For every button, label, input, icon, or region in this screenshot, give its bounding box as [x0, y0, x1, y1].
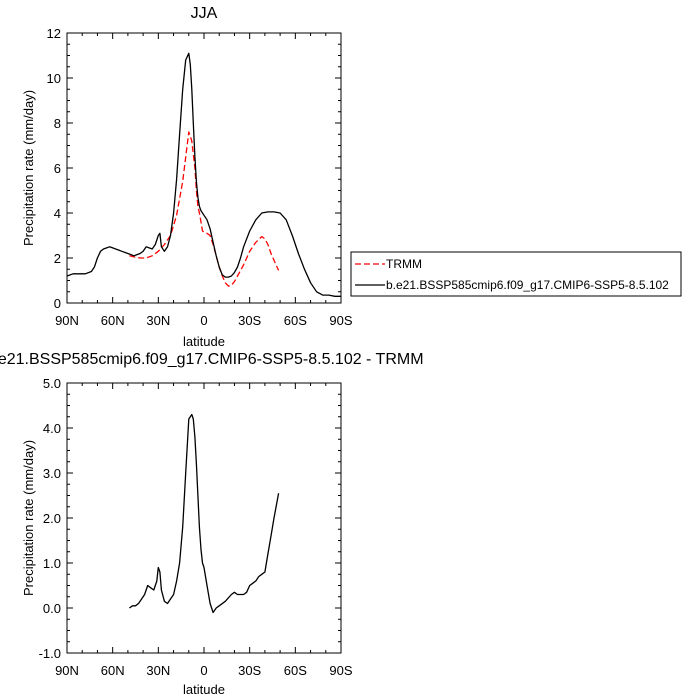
y-tick-label: 4.0	[43, 421, 61, 436]
series-line-difference	[129, 413, 280, 614]
y-tick-label: 10	[47, 71, 61, 86]
legend-entry-model: b.e21.BSSP585cmip6.f09_g17.CMIP6-SSP5-8.…	[386, 278, 669, 292]
panel-bottom: b.e21.BSSP585cmip6.f09_g17.CMIP6-SSP5-8.…	[0, 351, 424, 697]
x-tick-label: 90S	[329, 663, 352, 678]
plot-frame	[66, 382, 342, 654]
x-tick-label: 30N	[146, 313, 170, 328]
series-group	[66, 52, 341, 297]
legend: TRMM b.e21.BSSP585cmip6.f09_g17.CMIP6-SS…	[350, 251, 682, 297]
y-tick-label: 2.0	[43, 511, 61, 526]
x-tick-label: 90N	[55, 663, 79, 678]
x-axis-label: latitude	[183, 334, 225, 349]
y-axis: -1.0 0.0 1.0 2.0 3.0 4.0 5.0	[39, 376, 341, 661]
y-axis: 0 2 4 6 8 10 12	[47, 26, 341, 311]
x-tick-label: 0	[200, 663, 207, 678]
chart-title: JJA	[191, 5, 218, 22]
x-tick-label: 60N	[101, 663, 125, 678]
x-tick-label: 90N	[55, 313, 79, 328]
plot-frame	[66, 32, 342, 304]
x-axis: 90N 60N 30N 0 30S 60S 90S	[55, 383, 353, 678]
panel-top: JJA 0 2 4 6 8 10 12 90N 60N 30N 0 30S 60S 90S latitu…	[21, 5, 682, 349]
legend-box	[350, 251, 682, 297]
y-axis-label: Precipitation rate (mm/day)	[21, 440, 36, 596]
series-line-trmm	[129, 131, 280, 287]
y-tick-label: 2	[54, 251, 61, 266]
y-tick-label: 3.0	[43, 466, 61, 481]
series-group	[129, 413, 280, 614]
x-tick-label: 30S	[238, 313, 261, 328]
chart-title: b.e21.BSSP585cmip6.f09_g17.CMIP6-SSP5-8.…	[0, 351, 424, 368]
x-axis: 90N 60N 30N 0 30S 60S 90S	[55, 33, 353, 328]
x-axis-label: latitude	[183, 682, 225, 697]
x-tick-label: 60N	[101, 313, 125, 328]
y-tick-label: 12	[47, 26, 61, 41]
x-tick-label: 60S	[284, 313, 307, 328]
y-tick-label: 1.0	[43, 556, 61, 571]
y-tick-label: 4	[54, 206, 61, 221]
legend-entry-trmm: TRMM	[386, 257, 422, 271]
y-tick-label: -1.0	[39, 646, 61, 661]
x-tick-label: 90S	[329, 313, 352, 328]
y-tick-label: 8	[54, 116, 61, 131]
y-tick-label: 0	[54, 296, 61, 311]
y-tick-label: 5.0	[43, 376, 61, 391]
x-tick-label: 30S	[238, 663, 261, 678]
y-tick-label: 6	[54, 161, 61, 176]
y-tick-label: 0.0	[43, 601, 61, 616]
x-tick-label: 0	[200, 313, 207, 328]
y-axis-label: Precipitation rate (mm/day)	[21, 90, 36, 246]
series-line-model	[66, 52, 341, 297]
x-tick-label: 60S	[284, 663, 307, 678]
x-tick-label: 30N	[146, 663, 170, 678]
